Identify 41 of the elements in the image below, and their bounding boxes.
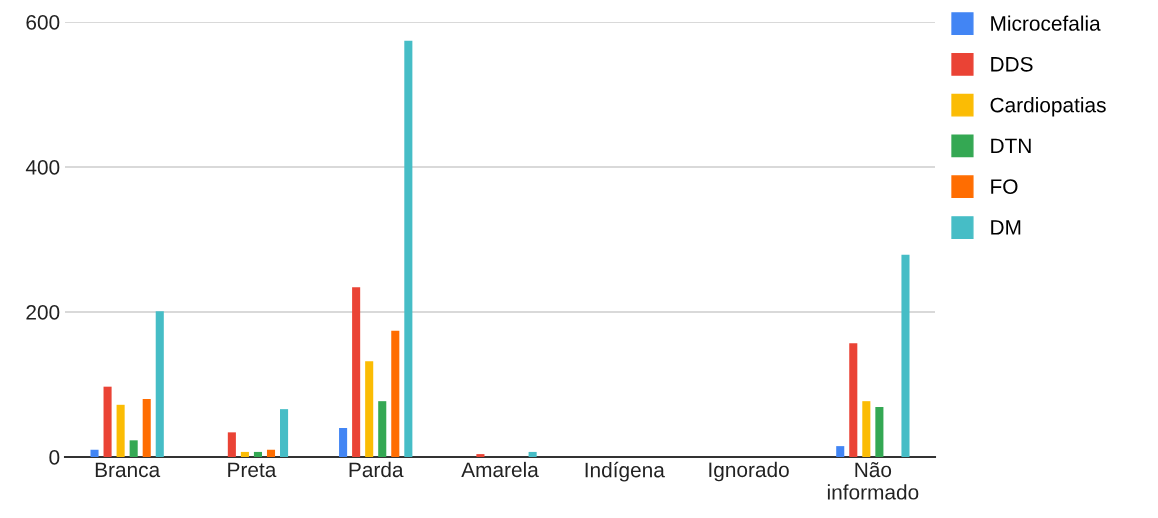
y-tick-label: 0 xyxy=(49,450,60,465)
bar xyxy=(227,432,236,457)
x-tick-label: Não informado xyxy=(827,462,919,500)
legend-label: DTN xyxy=(991,138,1031,153)
bar xyxy=(240,451,249,457)
x-tick-label: Indígena xyxy=(585,461,665,482)
x-tick-label: Branca xyxy=(95,462,161,478)
bar xyxy=(142,399,151,457)
bar xyxy=(391,330,400,457)
x-tick-label: Preta xyxy=(228,462,277,478)
bar xyxy=(875,406,884,457)
x-tick-label: Amarela xyxy=(461,461,539,478)
bar xyxy=(253,451,262,457)
y-tick-label: 400 xyxy=(25,160,60,175)
bar xyxy=(90,449,99,457)
bar xyxy=(103,386,112,457)
legend-label: DDS xyxy=(991,56,1033,72)
bar xyxy=(280,409,289,457)
bar xyxy=(352,287,361,457)
y-tick-label: 600 xyxy=(26,15,60,30)
bar xyxy=(365,361,374,457)
bar xyxy=(528,451,537,457)
bar xyxy=(129,440,138,457)
y-tick-label: 200 xyxy=(26,305,60,320)
x-tick-label: Ignorado xyxy=(709,461,789,482)
bar xyxy=(901,254,910,457)
bar xyxy=(155,311,164,457)
bar xyxy=(849,343,858,457)
legend-label: FO xyxy=(991,179,1018,194)
x-tick-label: Parda xyxy=(349,461,404,478)
legend-label: Cardiopatias xyxy=(990,97,1106,117)
bar xyxy=(266,449,276,457)
bar xyxy=(116,404,125,457)
bar xyxy=(862,401,871,457)
bar xyxy=(404,40,413,457)
bar xyxy=(476,454,485,457)
legend-label: DM xyxy=(991,220,1021,235)
bar xyxy=(836,446,845,457)
legend-label: Microcefalia xyxy=(991,15,1101,31)
bar xyxy=(378,401,387,457)
bar xyxy=(339,428,348,457)
